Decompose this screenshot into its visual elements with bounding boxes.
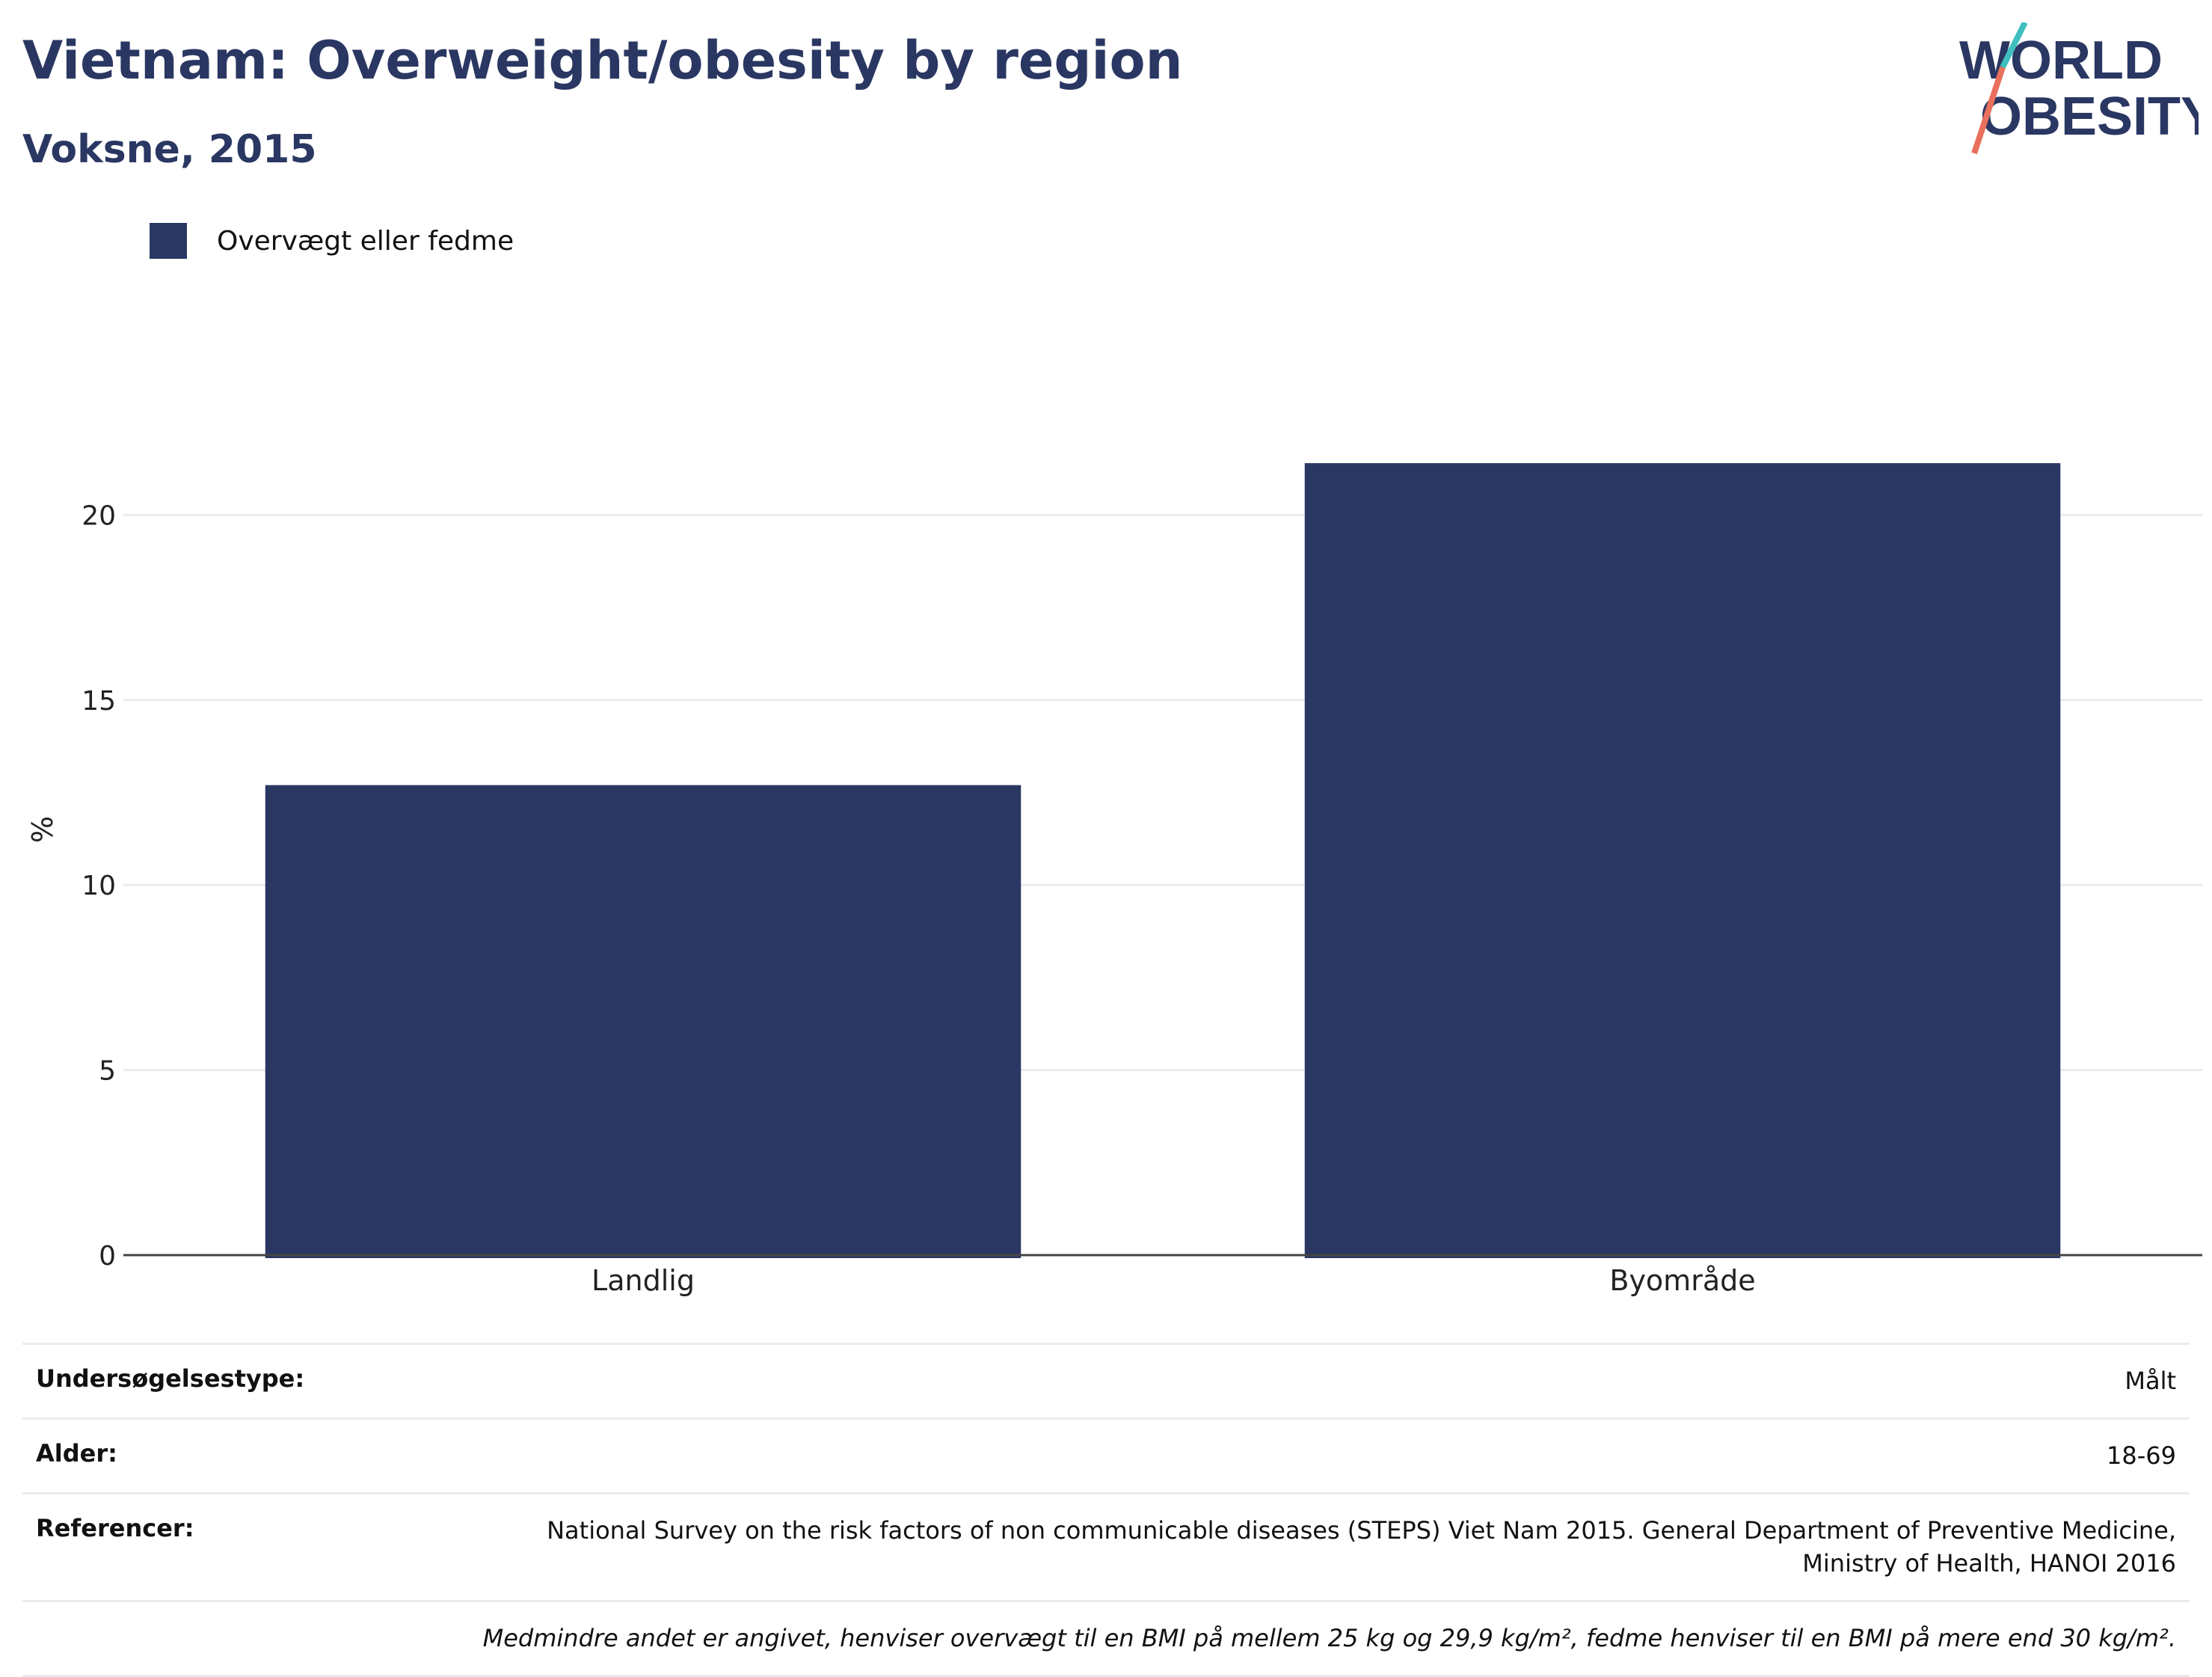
x-tick-label: Byområde	[1609, 1264, 1755, 1297]
logo-line2: OBESITY	[1980, 87, 2199, 147]
y-tick-label: 5	[99, 1056, 116, 1087]
legend-swatch	[150, 223, 187, 259]
bar-2	[1304, 463, 2061, 1258]
bmi-note: Medmindre andet er angivet, henviser ove…	[482, 1624, 2176, 1653]
x-tick-label: Landlig	[592, 1264, 695, 1297]
age-label: Alder:	[36, 1438, 117, 1468]
age-value: 18-69	[2107, 1441, 2176, 1470]
legend: Overvægt eller fedme	[150, 223, 514, 259]
info-row-references: Referencer: National Survey on the risk …	[22, 1491, 2190, 1601]
y-axis-label: %	[26, 816, 59, 843]
references-value: National Survey on the risk factors of n…	[547, 1515, 2176, 1578]
logo-slash-teal	[2000, 22, 2028, 69]
logo-line1: WORLD	[1959, 31, 2163, 91]
chart-title: Vietnam: Overweight/obesity by region	[22, 30, 1183, 91]
y-tick-label: 20	[82, 500, 116, 531]
world-obesity-logo: WORLD OBESITY	[1959, 22, 2199, 155]
info-table: Undersøgelsestype: Målt Alder: 18-69 Ref…	[22, 1343, 2190, 1677]
bar-chart: 0 5 10 15 20% Landlig Byområde	[26, 463, 2202, 1297]
info-row-note: Medmindre andet er angivet, henviser ove…	[22, 1600, 2190, 1677]
chart-subtitle: Voksne, 2015	[22, 127, 317, 172]
survey-type-value: Målt	[2125, 1367, 2176, 1395]
legend-label: Overvægt eller fedme	[217, 225, 514, 257]
info-row-age: Alder: 18-69	[22, 1417, 2190, 1492]
bar-1	[265, 785, 1021, 1258]
references-label: Referencer:	[36, 1513, 194, 1542]
info-row-survey-type: Undersøgelsestype: Målt	[22, 1343, 2190, 1417]
survey-type-label: Undersøgelsestype:	[36, 1364, 305, 1393]
logo-slash-coral	[1971, 66, 2006, 155]
y-tick-label: 10	[82, 871, 116, 901]
y-tick-label: 0	[99, 1241, 116, 1272]
y-tick-label: 15	[82, 686, 116, 717]
